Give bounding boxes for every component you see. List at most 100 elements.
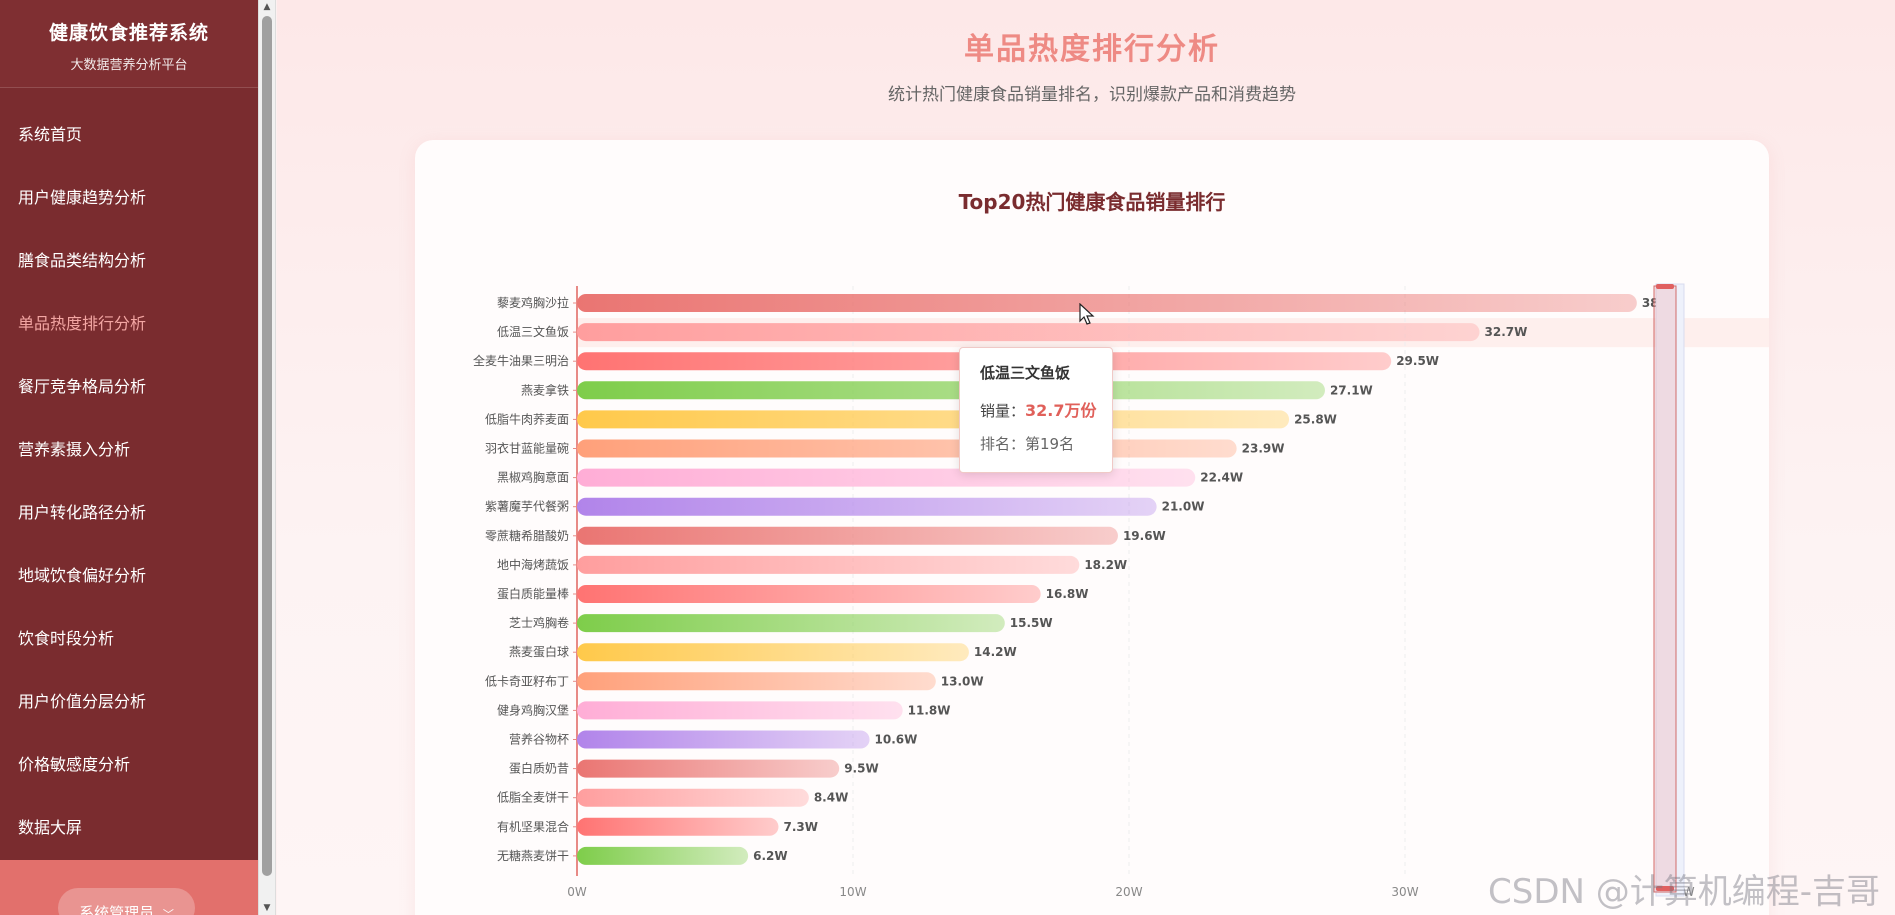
y-category-label: 紫薯魔芋代餐粥 [485, 499, 569, 514]
main-content: 单品热度排行分析 统计热门健康食品销量排名，识别爆款产品和消费趋势 Top20热… [277, 0, 1895, 915]
y-category-label: 羽衣甘蓝能量碗 [485, 441, 569, 456]
y-category-label: 低脂全麦饼干 [497, 790, 569, 805]
admin-label: 系统管理员 [79, 904, 155, 915]
x-tick-label: 20W [1115, 885, 1142, 899]
sidebar-item-conversion-path[interactable]: 用户转化路径分析 [18, 503, 147, 522]
y-category-label: 蛋白质能量棒 [497, 586, 569, 601]
app-title: 健康饮食推荐系统 [48, 22, 209, 44]
bar-value-label: 14.2W [974, 645, 1017, 659]
bar-value-label: 13.0W [941, 674, 984, 688]
bar[interactable] [577, 468, 1196, 487]
zoom-slider-handle-bottom[interactable] [1656, 886, 1674, 891]
bar[interactable] [577, 788, 809, 807]
bar-value-label: 21.0W [1162, 500, 1205, 514]
admin-menu-button[interactable]: 系统管理员 ﹀ [58, 888, 195, 915]
brand: 健康饮食推荐系统 大数据营养分析平台 [0, 0, 258, 88]
sidebar-item-restaurant-competition[interactable]: 餐厅竞争格局分析 [18, 377, 147, 396]
bar[interactable] [577, 410, 1290, 429]
bar[interactable] [577, 759, 840, 778]
chart-title: Top20热门健康食品销量排行 [958, 190, 1226, 214]
bar-value-label: 8.4W [814, 791, 849, 805]
bar[interactable] [577, 730, 870, 749]
y-category-label: 黑椒鸡胸意面 [497, 470, 569, 485]
y-category-label: 低脂牛肉荞麦面 [485, 411, 569, 426]
page-subtitle: 统计热门健康食品销量排名，识别爆款产品和消费趋势 [888, 85, 1296, 105]
bar[interactable] [577, 817, 779, 836]
bar-value-label: 19.6W [1123, 529, 1166, 543]
chart-card: Top20热门健康食品销量排行 0W10W20W30W40W藜麦鸡胸沙拉38.4… [415, 140, 1769, 915]
bar-value-label: 16.8W [1046, 587, 1089, 601]
bar[interactable] [577, 497, 1157, 516]
chart-tooltip: 低温三文鱼饭 销量：32.7万份 排名：第19名 [959, 347, 1113, 473]
y-category-label: 低卡奇亚籽布丁 [485, 674, 569, 688]
bar[interactable] [577, 643, 969, 662]
bar-value-label: 29.5W [1396, 354, 1439, 368]
sidebar-scrollbar[interactable]: ▲ ▼ [258, 0, 276, 915]
x-tick-label: 30W [1391, 885, 1418, 899]
bar-value-label: 9.5W [844, 762, 879, 776]
y-category-label: 有机坚果混合 [497, 819, 569, 834]
watermark: CSDN @计算机编程-吉哥 [1488, 872, 1881, 912]
tooltip-sales-row: 销量：32.7万份 [980, 397, 1112, 421]
page-title: 单品热度排行分析 [964, 32, 1220, 67]
y-category-label: 营养谷物杯 [509, 732, 569, 747]
bar[interactable] [577, 555, 1080, 574]
bar-value-label: 23.9W [1242, 442, 1285, 456]
sidebar-item-category-structure[interactable]: 膳食品类结构分析 [18, 251, 147, 270]
bar-value-label: 6.2W [753, 849, 788, 863]
y-category-label: 低温三文鱼饭 [497, 324, 569, 339]
y-category-label: 零蔗糖希腊酸奶 [485, 528, 569, 543]
sidebar-nav: 系统首页用户健康趋势分析 膳食品类结构分析 单品热度排行分析 餐厅竞争格局分析 营养素摄… [0, 88, 258, 864]
y-category-label: 全麦牛油果三明治 [473, 353, 569, 368]
zoom-slider-handle-top[interactable] [1656, 284, 1674, 289]
y-category-label: 藜麦鸡胸沙拉 [497, 295, 569, 310]
bar-value-label: 25.8W [1294, 412, 1337, 426]
scroll-down-arrow-icon[interactable]: ▼ [263, 903, 271, 913]
y-category-label: 芝士鸡胸卷 [509, 615, 569, 630]
bar-value-label: 27.1W [1330, 383, 1373, 397]
bar[interactable] [577, 672, 936, 691]
ranking-bar-chart[interactable]: 0W10W20W30W40W藜麦鸡胸沙拉38.4W低温三文鱼饭32.7W全麦牛油… [415, 140, 1769, 915]
sidebar-item-meal-time[interactable]: 饮食时段分析 [18, 629, 115, 648]
mouse-cursor-icon [1079, 303, 1095, 325]
x-tick-label: 0W [567, 885, 587, 899]
bar-value-label: 18.2W [1084, 558, 1127, 572]
bar-value-label: 22.4W [1200, 471, 1243, 485]
bar-value-label: 7.3W [783, 820, 818, 834]
y-category-label: 地中海烤蔬饭 [497, 557, 569, 572]
app-subtitle: 大数据营养分析平台 [70, 58, 188, 73]
sidebar-item-dashboard[interactable]: 数据大屏 [18, 818, 83, 837]
bar[interactable] [577, 614, 1005, 633]
bar[interactable] [577, 846, 749, 865]
sidebar: 健康饮食推荐系统 大数据营养分析平台 系统首页用户健康趋势分析 膳食品类结构分析单… [0, 0, 258, 915]
sidebar-item-price-sensitivity[interactable]: 价格敏感度分析 [18, 755, 131, 774]
sidebar-item-user-value[interactable]: 用户价值分层分析 [18, 692, 147, 711]
zoom-slider-window[interactable] [1653, 285, 1677, 893]
bar[interactable] [577, 526, 1118, 545]
bar[interactable] [577, 701, 903, 720]
y-category-label: 无糖燕麦饼干 [497, 848, 569, 863]
x-tick-label: 10W [839, 885, 866, 899]
sidebar-item-nutrient-intake[interactable]: 营养素摄入分析 [18, 440, 131, 459]
tooltip-item-name: 低温三文鱼饭 [980, 364, 1071, 382]
bar[interactable] [577, 323, 1480, 342]
scroll-up-arrow-icon[interactable]: ▲ [263, 2, 271, 12]
sidebar-item-regional-preference[interactable]: 地域饮食偏好分析 [18, 566, 147, 585]
chevron-down-icon: ﹀ [162, 908, 174, 915]
sidebar-item-health-trend[interactable]: 用户健康趋势分析 [18, 188, 147, 207]
bar[interactable] [577, 381, 1325, 400]
bar-value-label: 10.6W [875, 733, 918, 747]
bar-value-label: 15.5W [1010, 616, 1053, 630]
bar[interactable] [577, 585, 1041, 603]
y-category-label: 蛋白质奶昔 [509, 761, 569, 776]
bar[interactable] [577, 294, 1637, 312]
sidebar-item-home[interactable]: 系统首页 [18, 125, 83, 144]
scroll-thumb[interactable] [262, 16, 272, 876]
bar-value-label: 32.7W [1485, 325, 1528, 339]
zoom-slider-track[interactable] [1655, 283, 1685, 897]
tooltip-rank: 排名：第19名 [980, 435, 1075, 453]
bar[interactable] [577, 439, 1237, 458]
sidebar-footer: 系统管理员 ﹀ [0, 860, 258, 915]
sidebar-item-item-ranking[interactable]: 单品热度排行分析 [18, 314, 147, 333]
y-category-label: 燕麦拿铁 [521, 382, 569, 397]
